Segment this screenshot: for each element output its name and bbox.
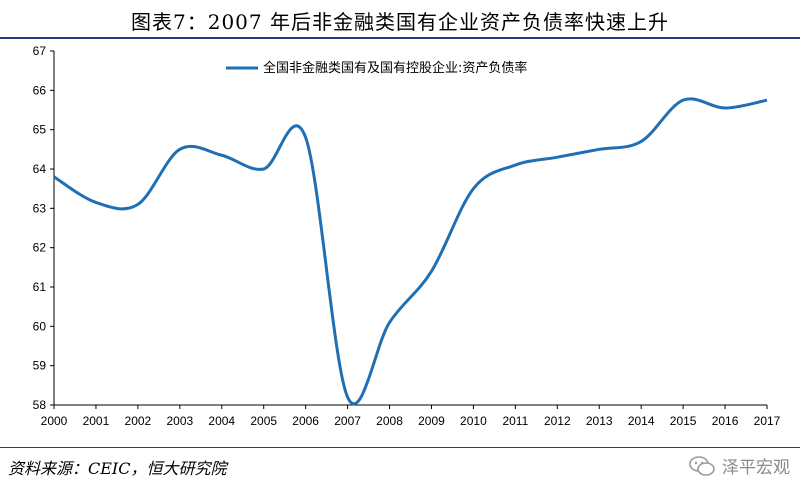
y-tick-label: 63 (33, 201, 47, 215)
x-tick-label: 2000 (41, 414, 68, 428)
y-tick-label: 58 (33, 398, 47, 412)
chart-axes (53, 51, 767, 406)
x-tick-label: 2010 (460, 414, 487, 428)
y-tick-label: 61 (33, 280, 47, 294)
series-lines (53, 97, 768, 406)
x-tick-label: 2012 (544, 414, 571, 428)
x-tick-label: 2004 (208, 414, 235, 428)
wechat-icon (689, 455, 715, 476)
x-tick-label: 2015 (670, 414, 697, 428)
x-tick-label: 2001 (83, 414, 110, 428)
y-tick-label: 64 (33, 162, 47, 176)
chart-legend: 全国非金融类国有及国有控股企业:资产负债率 (226, 60, 527, 76)
source-note: 资料来源：CEIC，恒大研究院 (8, 459, 227, 478)
y-tick-label: 65 (33, 123, 47, 137)
x-tick-label: 2007 (334, 414, 361, 428)
x-tick-label: 2006 (292, 414, 319, 428)
x-tick-label: 2002 (125, 414, 152, 428)
y-axis-ticks: 58 59 60 61 62 63 64 65 66 67 (33, 44, 54, 412)
y-tick-label: 62 (33, 241, 47, 255)
legend-label: 全国非金融类国有及国有控股企业:资产负债率 (263, 60, 527, 76)
watermark: 泽平宏观 (688, 453, 790, 478)
x-tick-label: 2016 (712, 414, 739, 428)
x-tick-label: 2005 (250, 414, 277, 428)
x-tick-label: 2008 (376, 414, 403, 428)
x-tick-label: 2014 (628, 414, 655, 428)
x-tick-label: 2013 (586, 414, 613, 428)
title-divider (0, 37, 800, 39)
x-tick-label: 2003 (166, 414, 193, 428)
y-tick-label: 59 (33, 359, 47, 373)
y-tick-label: 66 (33, 83, 47, 97)
y-tick-label: 60 (33, 319, 47, 333)
x-axis-ticks: 2000 2001 2002 2003 2004 2005 2006 2007 2008 2009… (41, 405, 781, 428)
series-line (53, 97, 768, 406)
y-tick-label: 67 (33, 44, 47, 58)
x-tick-label: 2011 (502, 414, 528, 428)
x-tick-label: 2009 (418, 414, 445, 428)
chart-title: 图表7：2007 年后非金融类国有企业资产负债率快速上升 (131, 10, 669, 34)
footer-divider (0, 447, 800, 448)
watermark-text: 泽平宏观 (722, 458, 790, 478)
x-tick-label: 2017 (754, 414, 781, 428)
